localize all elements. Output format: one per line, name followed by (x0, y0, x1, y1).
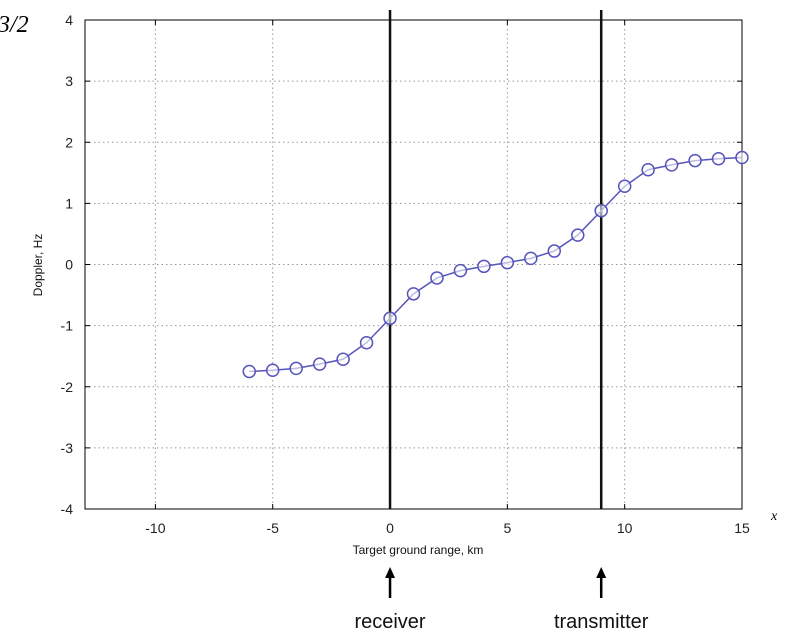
y-tick-label: 1 (65, 195, 73, 211)
y-tick-label: -4 (61, 501, 74, 517)
data-point (688, 153, 702, 168)
series-line (249, 156, 743, 373)
data-point (735, 150, 749, 165)
arrow-head (385, 567, 396, 578)
corner-text-top-left: 3/2 (0, 12, 29, 38)
data-point (664, 158, 679, 172)
y-tick-label: 0 (65, 257, 73, 273)
data-point (383, 311, 397, 326)
arrow-head (596, 567, 607, 578)
data-point (477, 259, 491, 274)
data-point (641, 163, 655, 177)
data-point (500, 255, 515, 270)
data-point (312, 357, 327, 371)
x-tick-label: -10 (145, 520, 165, 536)
x-axis-label: Target ground range, km (353, 543, 484, 557)
annotation-transmitter: transmitter (554, 611, 649, 633)
marker-annotations: receiver transmitter (354, 567, 649, 633)
corner-text-right: x (770, 509, 778, 524)
y-tick-label: -3 (61, 440, 74, 456)
data-point (571, 228, 585, 242)
data-series (242, 150, 749, 379)
data-point (594, 203, 608, 218)
annotation-receiver: receiver (354, 611, 425, 633)
y-tick-label: -2 (61, 379, 74, 395)
x-tick-label: -5 (266, 520, 279, 536)
y-tick-label: 2 (65, 134, 73, 150)
data-point (242, 364, 256, 379)
data-point (617, 179, 632, 194)
x-tick-label: 10 (617, 520, 633, 536)
data-point (453, 263, 468, 278)
data-point (711, 152, 726, 166)
data-point (547, 244, 562, 258)
y-tick-label: 4 (65, 12, 73, 28)
grid-lines (85, 19, 743, 510)
x-tick-label: 0 (386, 520, 394, 536)
data-point (336, 352, 350, 366)
y-axis-label: Doppler, Hz (31, 234, 45, 297)
data-point (289, 361, 303, 376)
x-tick-label: 15 (734, 520, 750, 536)
y-tick-label: 3 (65, 73, 73, 89)
data-point (406, 287, 421, 301)
data-point (359, 335, 374, 350)
data-point (265, 363, 280, 377)
data-point (430, 271, 444, 285)
vertical-marker-lines (388, 10, 603, 509)
x-tick-label: 5 (503, 520, 511, 536)
data-point (524, 251, 538, 266)
y-tick-label: -1 (61, 318, 74, 334)
